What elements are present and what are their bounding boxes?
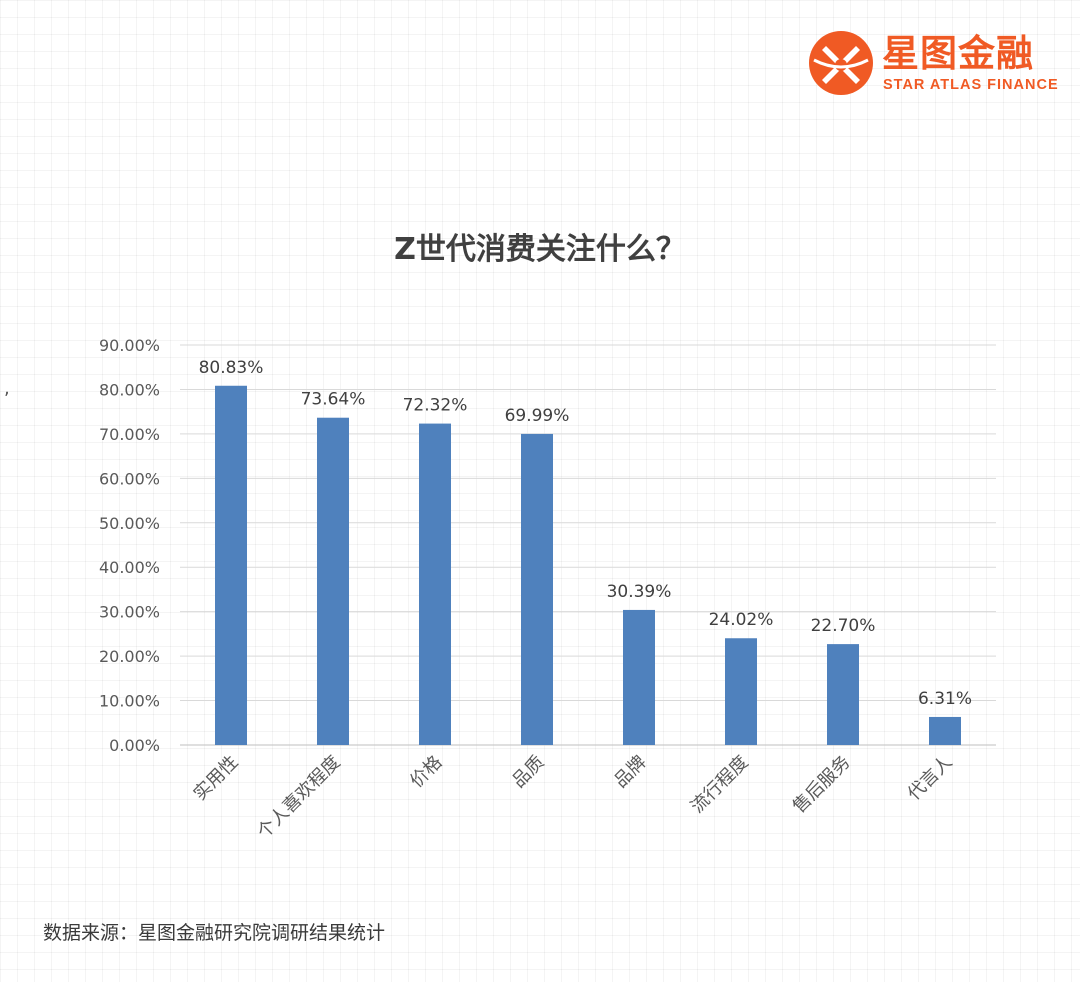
x-category-label: 品牌 bbox=[610, 752, 650, 792]
gridlines bbox=[180, 344, 996, 746]
y-tick-label: 40.00% bbox=[99, 558, 160, 577]
bar bbox=[215, 385, 247, 745]
y-tick-label: 30.00% bbox=[99, 603, 160, 622]
brand-logo: 星图金融 STAR ATLAS FINANCE bbox=[808, 30, 1058, 100]
y-tick-label: 90.00% bbox=[99, 336, 160, 355]
bar bbox=[929, 716, 961, 745]
bar bbox=[317, 417, 349, 745]
x-category-label: 品质 bbox=[508, 752, 548, 792]
y-tick-label: 70.00% bbox=[99, 425, 160, 444]
bar bbox=[419, 423, 451, 745]
x-category-label: 价格 bbox=[406, 752, 446, 792]
source-note: 数据来源：星图金融研究院调研结果统计 bbox=[43, 922, 386, 944]
x-category-label: 实用性 bbox=[190, 752, 243, 805]
data-label: 30.39% bbox=[607, 582, 672, 602]
bar bbox=[521, 433, 553, 745]
data-label: 72.32% bbox=[403, 396, 468, 416]
data-label: 22.70% bbox=[811, 616, 876, 636]
y-axis-tick-labels: 0.00% 10.00% 20.00% 30.00% 40.00% 50.00% 60.00… bbox=[99, 336, 160, 755]
brand-name-cn: 星图金融 bbox=[882, 32, 1034, 75]
data-labels: 80.83% 73.64% 72.32% 69.99% 30.39% 24.02% 22.7… bbox=[199, 358, 972, 709]
x-category-label: 个人喜欢程度 bbox=[253, 752, 344, 843]
y-tick-label: 20.00% bbox=[99, 647, 160, 666]
y-tick-label: 60.00% bbox=[99, 469, 160, 488]
data-label: 69.99% bbox=[505, 406, 570, 426]
chart-title: Z世代消费关注什么？ bbox=[394, 232, 686, 267]
data-label: 73.64% bbox=[301, 390, 366, 410]
bar-chart: 0.00% 10.00% 20.00% 30.00% 40.00% 50.00% 60.00… bbox=[99, 336, 996, 843]
x-category-label: 流行程度 bbox=[687, 752, 753, 818]
x-category-label: 代言人 bbox=[904, 752, 957, 805]
data-label: 80.83% bbox=[199, 358, 264, 378]
x-axis-category-labels: 实用性 个人喜欢程度 价格 品质 品牌 流行程度 售后服务 代言人 bbox=[190, 752, 957, 843]
data-label: 6.31% bbox=[918, 689, 972, 709]
x-category-label: 售后服务 bbox=[789, 752, 855, 818]
bar bbox=[827, 644, 859, 745]
bar bbox=[725, 638, 757, 745]
y-tick-label: 50.00% bbox=[99, 514, 160, 533]
stray-comma-mark: , bbox=[4, 378, 10, 399]
data-label: 24.02% bbox=[709, 610, 774, 630]
y-tick-label: 80.00% bbox=[99, 380, 160, 399]
star-atlas-logo-icon bbox=[809, 31, 873, 95]
y-tick-label: 10.00% bbox=[99, 692, 160, 711]
bar bbox=[623, 609, 655, 745]
brand-name-en: STAR ATLAS FINANCE bbox=[883, 77, 1059, 93]
y-tick-label: 0.00% bbox=[109, 736, 160, 755]
bars bbox=[215, 385, 961, 745]
